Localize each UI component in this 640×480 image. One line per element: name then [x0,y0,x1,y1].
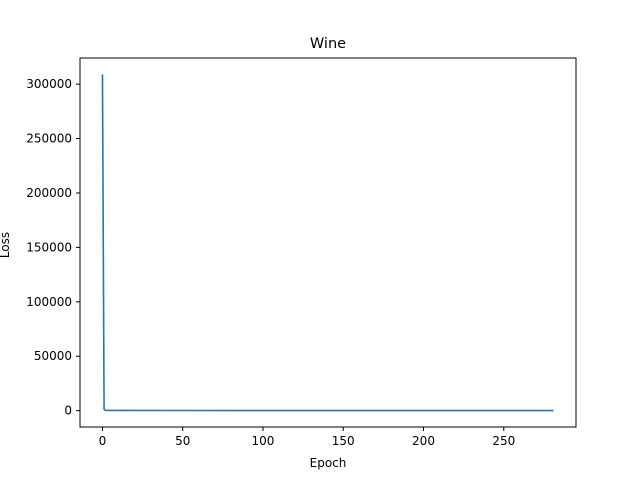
y-tick-label: 50000 [34,349,72,363]
x-tick-label: 0 [99,434,107,448]
y-tick-label: 250000 [26,132,72,146]
loss-series-line [101,74,554,412]
x-tick-label: 50 [175,434,190,448]
x-tick-label: 100 [252,434,275,448]
x-tick-label: 150 [332,434,355,448]
y-tick-label: 150000 [26,240,72,254]
x-tick-label: 200 [412,434,435,448]
plot-area [101,74,554,412]
y-tick-label: 200000 [26,186,72,200]
chart-title: Wine [310,36,346,52]
plot-frame [79,57,577,428]
x-tick-label: 250 [492,434,515,448]
y-tick-label: 300000 [26,77,72,91]
y-axis-label: Loss [0,232,12,258]
x-axis: 0 50 100 150 200 250 [99,427,515,448]
y-tick-label: 0 [64,404,72,418]
y-axis: 0 50000 100000 150000 200000 250000 300000 [26,77,80,418]
x-axis-label: Epoch [310,456,347,470]
y-tick-label: 100000 [26,295,72,309]
